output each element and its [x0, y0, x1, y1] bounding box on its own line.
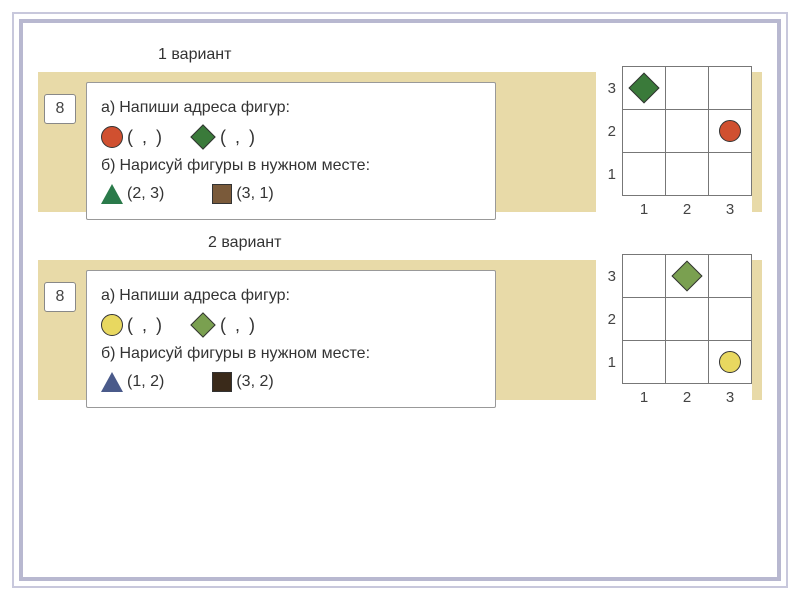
task-b-prefix: б) — [101, 153, 116, 179]
grid-table-1: 321123 — [596, 66, 752, 220]
grid-1: 321123 — [596, 66, 752, 220]
exercise-number-1: 8 — [44, 94, 76, 124]
task-b-shapes-2: (1, 2) (3, 2) — [101, 369, 481, 395]
sq-coord-1: (3, 1) — [236, 181, 273, 207]
task-a-prefix-2: а) — [101, 283, 115, 309]
blank-coord-2a: ( , ) — [127, 311, 164, 340]
task-a-line-1: а) Напиши адреса фигур: — [101, 95, 481, 121]
task-box-1: а) Напиши адреса фигур: ( , ) ( , ) б) Н… — [86, 82, 496, 220]
tri-coord-1: (2, 3) — [127, 181, 164, 207]
task-b-line-1: б) Нарисуй фигуры в нужном месте: — [101, 153, 481, 179]
task-b-line-2: б) Нарисуй фигуры в нужном месте: — [101, 341, 481, 367]
task-b-text-2: Нарисуй фигуры в нужном месте: — [120, 341, 371, 367]
exercise-variant2: 8 а) Напиши адреса фигур: ( , ) ( , ) б)… — [38, 260, 762, 400]
blank-coord-2b: ( , ) — [220, 311, 257, 340]
task-a-prefix: а) — [101, 95, 115, 121]
square-icon — [212, 184, 232, 204]
tri-coord-2: (1, 2) — [127, 369, 164, 395]
diamond-icon-2 — [190, 312, 215, 337]
blank-coord-1b: ( , ) — [220, 123, 257, 152]
exercise-variant1: 8 а) Напиши адреса фигур: ( , ) ( , ) б)… — [38, 72, 762, 212]
circle-icon-2 — [101, 314, 123, 336]
task-b-prefix-2: б) — [101, 341, 116, 367]
task-a-shapes-2: ( , ) ( , ) — [101, 311, 481, 340]
task-a-text: Напиши адреса фигур: — [119, 95, 290, 121]
task-a-shapes-1: ( , ) ( , ) — [101, 123, 481, 152]
triangle-icon-2 — [101, 372, 123, 392]
triangle-icon — [101, 184, 123, 204]
task-b-shapes-1: (2, 3) (3, 1) — [101, 181, 481, 207]
task-box-2: а) Напиши адреса фигур: ( , ) ( , ) б) Н… — [86, 270, 496, 408]
variant2-label: 2 вариант — [208, 234, 762, 252]
task-b-text: Нарисуй фигуры в нужном месте: — [120, 153, 371, 179]
variant1-label: 1 вариант — [158, 46, 762, 64]
task-a-text-2: Напиши адреса фигур: — [119, 283, 290, 309]
blank-coord-1a: ( , ) — [127, 123, 164, 152]
content-area: 1 вариант 8 а) Напиши адреса фигур: ( , … — [38, 38, 762, 562]
grid-2: 321123 — [596, 254, 752, 408]
grid-table-2: 321123 — [596, 254, 752, 408]
square-icon-2 — [212, 372, 232, 392]
diamond-icon — [190, 124, 215, 149]
task-a-line-2: а) Напиши адреса фигур: — [101, 283, 481, 309]
sq-coord-2: (3, 2) — [236, 369, 273, 395]
exercise-number-2: 8 — [44, 282, 76, 312]
circle-icon — [101, 126, 123, 148]
